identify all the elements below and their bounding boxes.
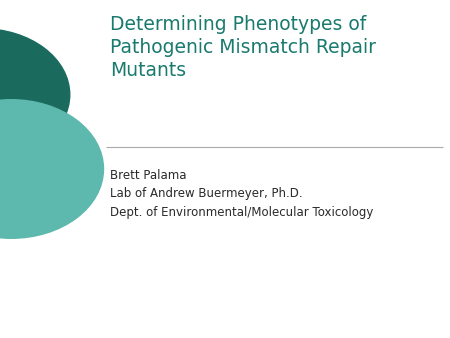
Circle shape bbox=[0, 100, 104, 238]
Text: Determining Phenotypes of
Pathogenic Mismatch Repair
Mutants: Determining Phenotypes of Pathogenic Mis… bbox=[110, 15, 376, 80]
Text: Brett Palama
Lab of Andrew Buermeyer, Ph.D.
Dept. of Environmental/Molecular Tox: Brett Palama Lab of Andrew Buermeyer, Ph… bbox=[110, 169, 374, 219]
Circle shape bbox=[0, 29, 70, 161]
